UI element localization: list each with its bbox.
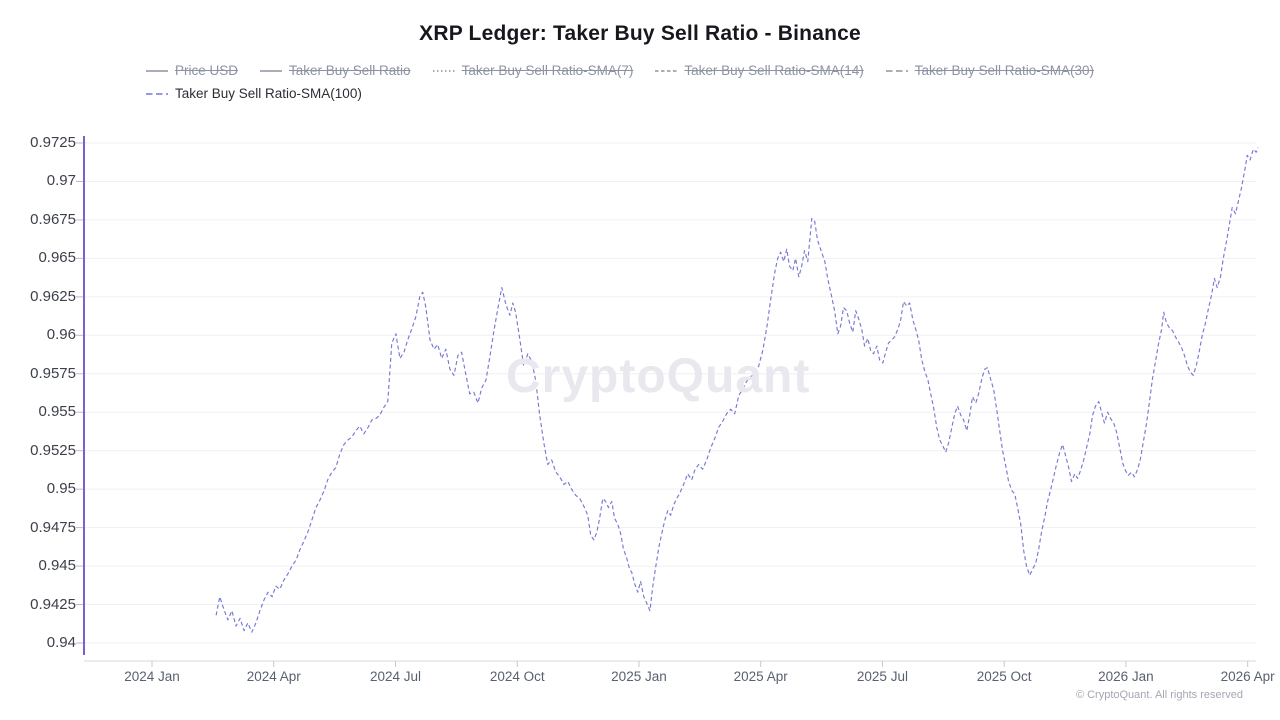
y-tick-label: 0.955 <box>38 403 76 421</box>
x-tick-label: 2025 Jul <box>856 669 908 684</box>
x-tick-label: 2024 Apr <box>246 669 301 684</box>
legend-item-3[interactable]: Taker Buy Sell Ratio-SMA(14) <box>655 62 864 79</box>
y-tick-label: 0.9475 <box>30 518 76 536</box>
x-tick-label: 2025 Apr <box>733 669 788 684</box>
y-tick-label: 0.96 <box>46 326 76 344</box>
y-tick-label: 0.9625 <box>30 287 76 305</box>
legend-line-marker-icon <box>885 69 908 72</box>
copyright-text: © CryptoQuant. All rights reserved <box>1075 689 1243 701</box>
y-tick-label: 0.9725 <box>30 134 76 151</box>
legend-item-label: Taker Buy Sell Ratio-SMA(30) <box>914 63 1095 78</box>
legend-line-marker-icon <box>260 69 283 72</box>
x-tick-label: 2024 Oct <box>489 669 545 684</box>
y-tick-label: 0.9525 <box>30 441 76 459</box>
legend-item-label: Taker Buy Sell Ratio-SMA(100) <box>175 86 362 101</box>
legend-item-label: Taker Buy Sell Ratio-SMA(14) <box>684 63 864 78</box>
x-tick-label: 2024 Jul <box>369 669 421 684</box>
x-tick-label: 2025 Oct <box>976 669 1032 684</box>
legend-item-label: Price USD <box>175 63 239 78</box>
watermark: CryptoQuant <box>506 350 811 403</box>
legend-item-0[interactable]: Price USD <box>146 62 238 79</box>
y-tick-label: 0.97 <box>46 172 76 190</box>
legend-item-label: Taker Buy Sell Ratio <box>289 63 411 78</box>
y-tick-label: 0.965 <box>38 249 76 267</box>
legend-item-label: Taker Buy Sell Ratio-SMA(7) <box>461 63 634 78</box>
series-line-sma100 <box>215 147 1259 633</box>
legend-line-marker-icon <box>146 92 168 95</box>
legend-item-2[interactable]: Taker Buy Sell Ratio-SMA(7) <box>432 62 634 79</box>
x-tick-label: 2025 Jan <box>611 669 667 684</box>
chart-title: XRP Ledger: Taker Buy Sell Ratio - Binan… <box>419 22 861 45</box>
x-tick-label: 2026 Jan <box>1098 669 1154 684</box>
x-tick-label: 2024 Jan <box>124 669 180 684</box>
legend-line-marker-icon <box>655 69 678 72</box>
legend: Price USD Taker Buy Sell Ratio Taker Buy S… <box>146 62 1166 102</box>
legend-line-marker-icon <box>146 69 168 72</box>
y-tick-label: 0.945 <box>38 557 76 575</box>
x-tick-label: 2026 Apr <box>1220 669 1275 684</box>
y-tick-label: 0.9675 <box>30 210 76 228</box>
y-tick-label: 0.94 <box>46 633 76 651</box>
legend-item-active-5[interactable]: Taker Buy Sell Ratio-SMA(100) <box>146 85 362 102</box>
y-tick-label: 0.9425 <box>30 595 76 613</box>
y-tick-label: 0.9575 <box>30 364 76 382</box>
legend-item-1[interactable]: Taker Buy Sell Ratio <box>260 62 411 79</box>
legend-item-4[interactable]: Taker Buy Sell Ratio-SMA(30) <box>885 62 1095 79</box>
y-tick-label: 0.95 <box>46 480 76 498</box>
